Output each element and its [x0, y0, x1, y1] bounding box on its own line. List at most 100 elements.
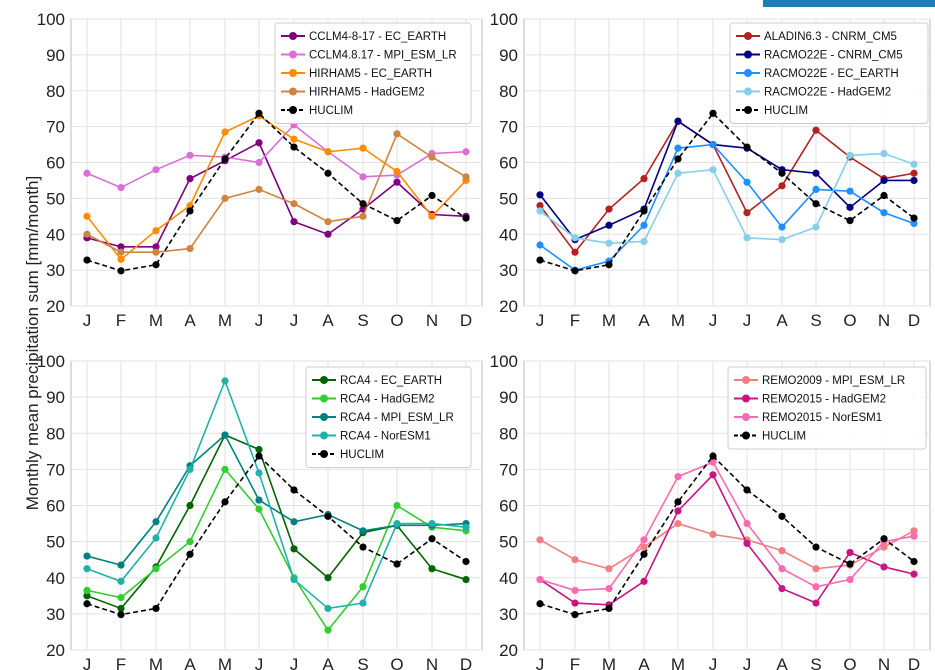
data-point — [571, 267, 579, 275]
data-point — [674, 117, 682, 125]
data-point — [117, 255, 125, 263]
y-tick-label: 70 — [46, 460, 65, 479]
y-tick-label: 90 — [499, 388, 518, 407]
legend-item: REMO2015 - HadGEM2 — [734, 394, 886, 406]
data-point — [290, 218, 298, 226]
data-point — [186, 175, 194, 183]
series-rca4-noresm1 — [83, 377, 470, 613]
x-tick-label: F — [116, 311, 126, 330]
x-tick-label: J — [83, 311, 92, 330]
data-point — [290, 545, 298, 553]
data-point — [117, 577, 125, 585]
data-point — [221, 155, 229, 163]
data-point — [359, 212, 367, 220]
legend-marker — [744, 87, 752, 96]
data-point — [846, 203, 854, 211]
data-point — [186, 207, 194, 215]
data-point — [743, 486, 751, 494]
x-tick-label: D — [460, 311, 472, 330]
data-point — [880, 149, 888, 158]
legend-label: RCA4 - MPI_ESM_LR — [340, 412, 454, 424]
x-tick-label: J — [255, 311, 264, 330]
x-tick-label: M — [602, 311, 616, 330]
legend-label: HIRHAM5 - HadGEM2 — [309, 87, 425, 99]
legend-marker — [320, 450, 328, 458]
data-point — [605, 565, 613, 573]
legend-item: HIRHAM5 - HadGEM2 — [281, 87, 425, 99]
data-point — [393, 519, 401, 528]
data-point — [778, 169, 786, 177]
data-point — [393, 217, 401, 225]
legend-item: HUCLIM — [312, 449, 384, 461]
corner-tab — [763, 0, 935, 7]
data-point — [359, 144, 367, 152]
x-tick-label: M — [149, 655, 163, 670]
legend-item: REMO2009 - MPI_ESM_LR — [734, 375, 905, 387]
legend-label: HIRHAM5 - EC_EARTH — [309, 68, 432, 80]
data-point — [152, 518, 160, 526]
data-point — [709, 166, 717, 174]
x-tick-label: M — [149, 311, 163, 330]
data-point — [393, 130, 401, 138]
y-tick-label: 50 — [46, 189, 65, 208]
legend-marker — [744, 32, 752, 40]
data-point — [605, 205, 613, 213]
series-line — [86, 433, 467, 567]
legend-marker — [320, 376, 328, 384]
data-point — [117, 561, 125, 569]
data-point — [290, 518, 298, 526]
data-point — [117, 604, 125, 613]
legend-label: RACMO22E - EC_EARTH — [764, 68, 899, 80]
data-point — [83, 586, 91, 594]
legend-item: RACMO22E - CNRM_CM5 — [736, 50, 903, 62]
data-point — [255, 445, 263, 454]
data-point — [152, 166, 160, 174]
data-point — [812, 543, 820, 551]
series-line — [86, 378, 467, 610]
data-point — [186, 550, 194, 558]
legend-item: HUCLIM — [736, 105, 808, 117]
data-point — [83, 600, 91, 608]
x-tick-label: O — [843, 655, 856, 670]
legend-marker — [320, 413, 328, 421]
x-tick-label: J — [709, 311, 718, 330]
x-tick-label: N — [878, 311, 890, 330]
data-point — [428, 535, 436, 543]
data-point — [640, 543, 648, 551]
data-point — [393, 178, 401, 186]
x-tick-label: M — [671, 655, 685, 670]
y-tick-label: 40 — [46, 225, 65, 244]
legend-marker — [744, 50, 752, 59]
data-point — [910, 176, 918, 185]
data-point — [571, 586, 579, 594]
data-point — [536, 201, 544, 210]
data-point — [536, 600, 544, 608]
series-racmo22e-hadgem2 — [536, 149, 918, 247]
data-point — [83, 212, 91, 220]
legend-item: RACMO22E - EC_EARTH — [736, 68, 899, 80]
legend-item: RCA4 - NorESM1 — [312, 431, 431, 443]
data-point — [846, 548, 854, 557]
legend-marker — [289, 32, 297, 40]
legend-label: RACMO22E - HadGEM2 — [764, 87, 891, 99]
legend: CCLM4-8-17 - EC_EARTH CCLM4.8.17 - MPI_ES… — [274, 22, 472, 124]
y-tick-label: 90 — [499, 46, 518, 65]
data-point — [880, 563, 888, 571]
x-tick-label: J — [536, 311, 545, 330]
data-point — [462, 148, 470, 156]
legend-label: RCA4 - HadGEM2 — [340, 394, 435, 406]
data-point — [778, 512, 786, 520]
legend-item: RACMO22E - HadGEM2 — [736, 87, 891, 99]
y-tick-label: 100 — [490, 10, 518, 29]
legend-label: REMO2015 - HadGEM2 — [762, 394, 886, 406]
series-huclim — [83, 109, 470, 275]
legend-marker — [742, 413, 750, 421]
data-point — [152, 604, 160, 613]
series-line — [539, 461, 915, 592]
x-tick-label: F — [116, 655, 126, 670]
data-point — [605, 239, 613, 247]
data-point — [428, 565, 436, 573]
data-point — [846, 187, 854, 195]
data-point — [536, 241, 544, 249]
data-point — [186, 151, 194, 159]
